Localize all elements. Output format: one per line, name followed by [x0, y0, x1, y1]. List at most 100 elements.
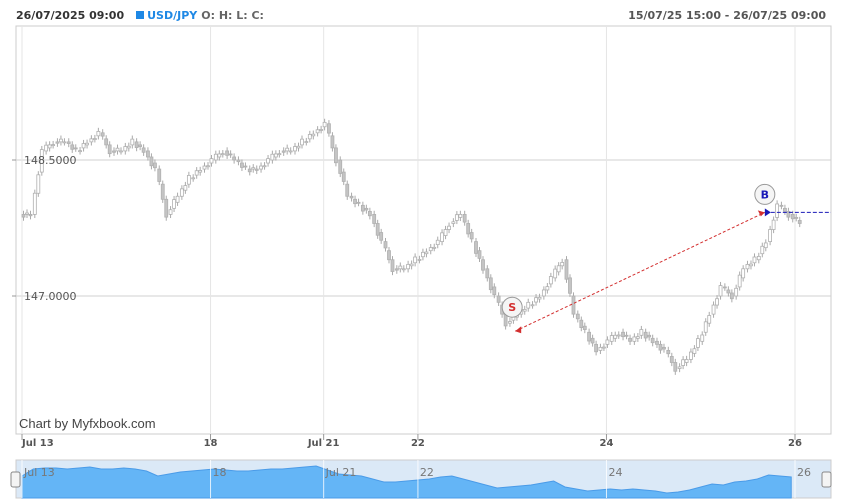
candle-body [194, 170, 199, 176]
candle-body [89, 138, 94, 143]
candle-body [537, 296, 542, 300]
candle-body [334, 147, 338, 164]
candle-body [440, 232, 444, 243]
candle-body [85, 142, 89, 146]
candle-body [356, 201, 361, 204]
x-tick-label: 24 [600, 438, 614, 449]
candle-body [387, 250, 391, 261]
candle-body [797, 220, 802, 224]
navigator-right-handle[interactable] [821, 471, 832, 488]
candle-body [451, 221, 456, 224]
candle-body [650, 337, 655, 344]
candle-body [745, 264, 750, 270]
candle-body [435, 239, 440, 246]
candle-body [146, 150, 150, 158]
candle-body [783, 207, 787, 212]
marker-circle [754, 183, 776, 205]
candle-body [51, 144, 56, 146]
candle-body [771, 219, 776, 230]
candle-body [711, 304, 716, 315]
candle-body [115, 147, 120, 152]
candle-body [632, 336, 637, 342]
x-tick-label: Jul 13 [21, 438, 54, 449]
candle-body [729, 292, 734, 300]
candle-body [496, 295, 501, 303]
candle-body [304, 141, 309, 143]
candle-body [134, 141, 139, 149]
candle-body [684, 359, 689, 363]
candle-body [662, 346, 666, 350]
plot-area[interactable] [15, 25, 832, 435]
marker-label: S [508, 301, 516, 314]
candle-body [394, 268, 399, 271]
trade-lines [514, 208, 831, 334]
candle-body [749, 263, 753, 267]
candle-body [658, 343, 663, 351]
candle-body [655, 340, 659, 345]
candle-body [107, 144, 112, 155]
candle-body [635, 336, 640, 339]
candle-body [126, 145, 131, 149]
candle-body [553, 268, 558, 279]
candle-body [39, 149, 44, 173]
candle-body [130, 138, 135, 146]
candle-body [390, 259, 395, 272]
candle-body [349, 195, 354, 199]
navigator-left-handle[interactable] [10, 471, 21, 488]
candle-body [175, 195, 180, 203]
candle-body [432, 246, 437, 249]
buy-marker[interactable]: B [754, 183, 776, 205]
candle-body [401, 268, 406, 271]
candle-body [345, 183, 350, 197]
candle-body [367, 210, 372, 217]
candle-body [202, 165, 207, 170]
candles [21, 118, 802, 375]
candle-body [522, 309, 527, 312]
candle-body [760, 245, 765, 255]
candle-body [794, 217, 799, 219]
candle-body [104, 138, 109, 146]
candle-body [715, 298, 719, 306]
candle-body [474, 241, 478, 254]
candle-body [183, 185, 188, 191]
candle-body [262, 165, 267, 168]
candle-body [624, 334, 629, 337]
candle-body [526, 301, 531, 309]
candle-body [681, 359, 686, 366]
candle-body [251, 167, 256, 170]
candle-body [157, 168, 162, 182]
candle-body [281, 150, 286, 153]
candle-body [492, 286, 497, 296]
candle-body [454, 214, 459, 221]
candle-body [330, 135, 335, 149]
candle-body [605, 339, 610, 345]
candle-body [123, 146, 128, 152]
candle-body [213, 153, 218, 161]
candle-body [677, 366, 682, 369]
candle-body [763, 242, 768, 249]
candle-body [259, 165, 263, 170]
sell-marker[interactable]: S [501, 296, 523, 318]
trade-markers[interactable]: SB [501, 183, 776, 318]
candle-body [568, 277, 572, 294]
date-range-label: 15/07/25 15:00 - 26/07/25 09:00 [628, 9, 826, 22]
navigator-tick-label: 18 [213, 466, 227, 479]
candle-body [59, 138, 63, 143]
candle-body [78, 150, 82, 153]
x-axis: Jul 13 18 Jul 21 22 24 26 [21, 434, 802, 449]
candle-body [353, 198, 357, 205]
symbol-label[interactable]: USD/JPY [147, 9, 198, 22]
candle-body [149, 156, 154, 167]
candle-body [296, 145, 301, 149]
candle-body [481, 259, 485, 271]
candle-body [266, 158, 270, 164]
candle-body [81, 143, 86, 149]
candle-body [307, 134, 312, 140]
candle-body [752, 256, 757, 264]
candle-body [240, 162, 244, 168]
candle-body [32, 192, 37, 215]
candle-body [718, 285, 723, 297]
candle-body [409, 263, 414, 267]
candle-body [616, 334, 621, 337]
